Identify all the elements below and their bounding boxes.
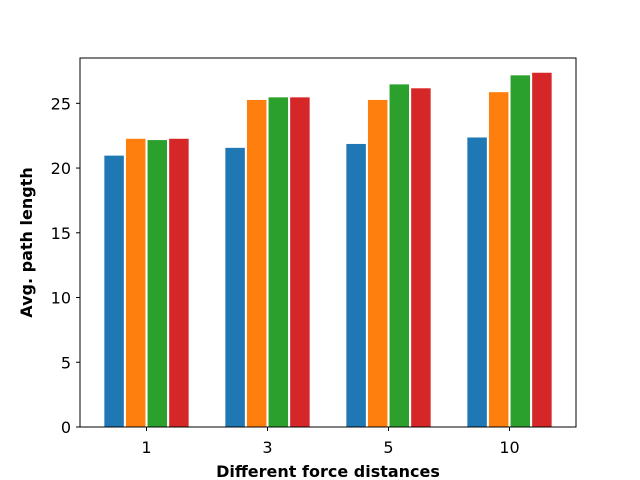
y-tick-label: 0 (61, 418, 71, 437)
bar-series4-10 (531, 71, 553, 428)
y-tick-label: 20 (51, 159, 71, 178)
bar-series2-3 (245, 98, 268, 428)
y-axis: 0 5 10 15 20 25 (51, 94, 80, 437)
bar-series4-1 (168, 137, 190, 428)
x-axis: 1 3 5 10 (141, 427, 520, 457)
plot-area-frame (79, 57, 577, 428)
bar-series3-1 (146, 139, 169, 428)
y-tick-label: 15 (51, 224, 71, 243)
bar-series2-5 (366, 98, 389, 428)
x-tick-label: 10 (499, 438, 519, 457)
x-axis-label: Different force distances (216, 462, 440, 480)
bar-series1-10 (466, 136, 488, 428)
x-tick-label: 5 (383, 438, 393, 457)
y-tick-label: 5 (61, 353, 71, 372)
bar-series2-10 (487, 91, 510, 428)
bar-series3-5 (388, 83, 411, 428)
y-tick-label: 25 (51, 94, 71, 113)
bar-series3-10 (509, 74, 532, 428)
bar-series1-5 (345, 142, 367, 428)
bar-series1-3 (224, 146, 246, 428)
y-tick-label: 10 (51, 289, 71, 308)
x-tick-label: 3 (262, 438, 272, 457)
bar-series4-5 (410, 87, 432, 428)
bar-series3-3 (267, 96, 290, 428)
bar-series2-1 (124, 137, 147, 428)
bar-series1-1 (103, 154, 125, 428)
bar-series4-3 (289, 96, 311, 428)
bars-group (103, 71, 553, 428)
x-tick-label: 1 (141, 438, 151, 457)
y-axis-label: Avg. path length (17, 167, 36, 317)
